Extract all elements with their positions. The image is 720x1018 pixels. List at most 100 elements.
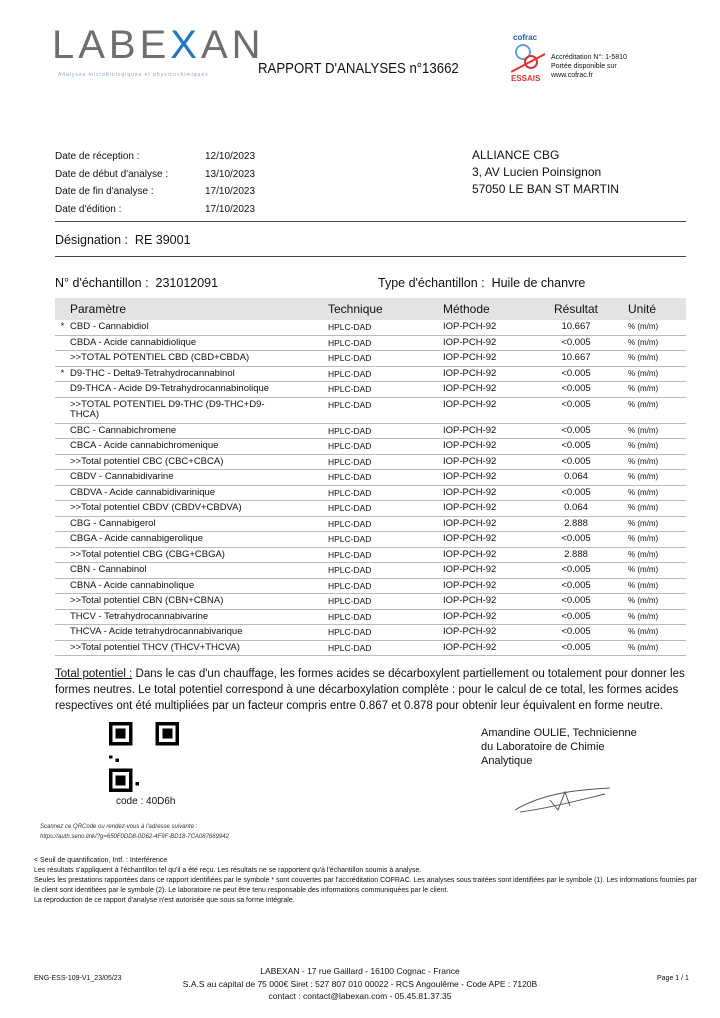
- sample-number-label: N° d'échantillon :: [55, 276, 149, 290]
- accredited-marker: [55, 547, 70, 563]
- table-row: CBC - Cannabichromene HPLC-DAD IOP-PCH-92 <…: [55, 423, 686, 439]
- accreditation-info: Accréditation N°: 1-5810 Portée disponib…: [551, 53, 627, 80]
- note-label: Total potentiel :: [55, 668, 133, 680]
- accredited-marker: [55, 397, 70, 424]
- method: IOP-PCH-92: [443, 423, 546, 439]
- technique: HPLC-DAD: [328, 366, 443, 382]
- parameter-cell: CBCA - Acide cannabichromenique: [70, 438, 328, 455]
- parameter-cell: CBC - Cannabichromene: [70, 423, 328, 439]
- page-number: Page 1 / 1: [657, 975, 689, 982]
- table-row: * D9-THC - Delta9-Tetrahydrocannabinol HPL…: [55, 366, 686, 382]
- result: 2.888: [546, 547, 628, 563]
- results-table: Paramètre Technique Méthode Résultat Uni…: [55, 298, 686, 656]
- unit: % (m/m): [628, 562, 686, 579]
- footer-address: LABEXAN - 17 rue Gaillard - 16100 Cognac…: [260, 966, 460, 976]
- verification-url[interactable]: https://auth.seno.link/?g=650F0DD8-0D62-…: [40, 834, 229, 840]
- parameter-cell: >>TOTAL POTENTIEL D9-THC (D9-THC+D9-THCA…: [70, 397, 328, 424]
- method: IOP-PCH-92: [443, 578, 546, 594]
- technique: HPLC-DAD: [328, 640, 443, 656]
- technique: HPLC-DAD: [328, 381, 443, 398]
- date-value: 13/10/2023: [205, 168, 256, 180]
- legal-line: La reproduction de ce rapport d'analyse …: [34, 897, 295, 904]
- accredited-marker: [55, 609, 70, 625]
- unit: % (m/m): [628, 593, 686, 610]
- date-label: Date d'édition :: [55, 203, 122, 215]
- method: IOP-PCH-92: [443, 500, 546, 517]
- sample-type-label: Type d'échantillon :: [378, 276, 485, 290]
- result: <0.005: [546, 578, 628, 594]
- note-text: Dans le cas d'un chauffage, les formes a…: [55, 668, 685, 712]
- method: IOP-PCH-92: [443, 485, 546, 501]
- parameter: THCVA - Acide tetrahydrocannabivarique: [70, 626, 243, 637]
- parameter: D9-THCA - Acide D9-Tetrahydrocannabinoli…: [70, 383, 270, 394]
- result: <0.005: [546, 485, 628, 501]
- parameter-cell: CBGA - Acide cannabigerolique: [70, 531, 328, 548]
- signatory-name: Amandine OULIE, Technicienne: [481, 727, 637, 739]
- header-technique: Technique: [328, 298, 443, 320]
- result: <0.005: [546, 366, 628, 382]
- parameter: CBN - Cannabinol: [70, 564, 147, 575]
- method: IOP-PCH-92: [443, 624, 546, 641]
- result: <0.005: [546, 531, 628, 548]
- unit: % (m/m): [628, 516, 686, 532]
- table-row: CBN - Cannabinol HPLC-DAD IOP-PCH-92 <0.005…: [55, 562, 686, 579]
- parameter: CBGA - Acide cannabigerolique: [70, 533, 204, 544]
- method: IOP-PCH-92: [443, 381, 546, 398]
- signatory-dept: Analytique: [481, 755, 533, 767]
- unit: % (m/m): [628, 500, 686, 517]
- qr-code[interactable]: [109, 722, 179, 792]
- qr-instructions: Scannez ce QRCode ou rendez-vous à l'adr…: [40, 822, 695, 842]
- accredited-marker: [55, 500, 70, 517]
- unit: % (m/m): [628, 454, 686, 470]
- unit: % (m/m): [628, 624, 686, 641]
- technique: HPLC-DAD: [328, 593, 443, 610]
- accredited-marker: *: [55, 320, 70, 336]
- company-footer: LABEXAN - 17 rue Gaillard - 16100 Cognac…: [140, 965, 580, 1003]
- technique: HPLC-DAD: [328, 624, 443, 641]
- method: IOP-PCH-92: [443, 547, 546, 563]
- method: IOP-PCH-92: [443, 640, 546, 656]
- date-row: Date de fin d'analyse : 17/10/2023: [55, 183, 255, 201]
- technique: HPLC-DAD: [328, 562, 443, 579]
- logo-tagline: Analyses microbiologiques et physicochim…: [58, 72, 209, 78]
- table-row: >>Total potentiel CBG (CBG+CBGA) HPLC-DAD…: [55, 547, 686, 563]
- technique: HPLC-DAD: [328, 547, 443, 563]
- result: 0.064: [546, 469, 628, 486]
- header-unite: Unité: [628, 298, 686, 320]
- header-methode: Méthode: [443, 298, 546, 320]
- footer-registration: S.A.S au capital de 75 000€ Siret : 527 …: [182, 978, 538, 989]
- table-row: CBNA - Acide cannabinolique HPLC-DAD IOP-P…: [55, 578, 686, 594]
- unit: % (m/m): [628, 366, 686, 382]
- parameter: >>Total potentiel CBDV (CBDV+CBDVA): [70, 502, 242, 513]
- parameter: CBNA - Acide cannabinolique: [70, 579, 195, 591]
- accredited-marker: [55, 578, 70, 594]
- table-row: >>Total potentiel CBDV (CBDV+CBDVA) HPLC-…: [55, 500, 686, 517]
- parameter-cell: CBG - Cannabigerol: [70, 516, 328, 532]
- svg-text:ESSAIS: ESSAIS: [511, 74, 541, 82]
- legal-line: Seules les prestations rapportées dans c…: [34, 877, 697, 894]
- date-label: Date de début d'analyse :: [55, 168, 169, 180]
- unit: % (m/m): [628, 397, 686, 424]
- legal-line: Les résultats s'appliquent à l'échantill…: [34, 867, 422, 874]
- result: <0.005: [546, 640, 628, 656]
- parameter: CBC - Cannabichromene: [70, 424, 177, 436]
- technique: HPLC-DAD: [328, 454, 443, 470]
- verification-and-signature: code : 40D6h Amandine OULIE, Technicienn…: [55, 722, 695, 818]
- designation: Désignation : RE 39001: [55, 233, 191, 247]
- unit: % (m/m): [628, 609, 686, 625]
- dates-block: Date de réception : 12/10/2023 Date de déb…: [55, 148, 255, 218]
- accredited-marker: [55, 454, 70, 470]
- technique: HPLC-DAD: [328, 350, 443, 367]
- method: IOP-PCH-92: [443, 350, 546, 367]
- unit: % (m/m): [628, 350, 686, 367]
- accredited-marker: [55, 350, 70, 367]
- accredited-marker: [55, 438, 70, 455]
- method: IOP-PCH-92: [443, 454, 546, 470]
- accredited-marker: [55, 423, 70, 439]
- table-row: CBCA - Acide cannabichromenique HPLC-DAD I…: [55, 438, 686, 455]
- parameter-cell: CBDVA - Acide cannabidivarinique: [70, 485, 328, 501]
- table-row: * CBD - Cannabidiol HPLC-DAD IOP-PCH-92 10.6…: [55, 320, 686, 336]
- result: 10.667: [546, 350, 628, 367]
- technique: HPLC-DAD: [328, 578, 443, 594]
- method: IOP-PCH-92: [443, 609, 546, 625]
